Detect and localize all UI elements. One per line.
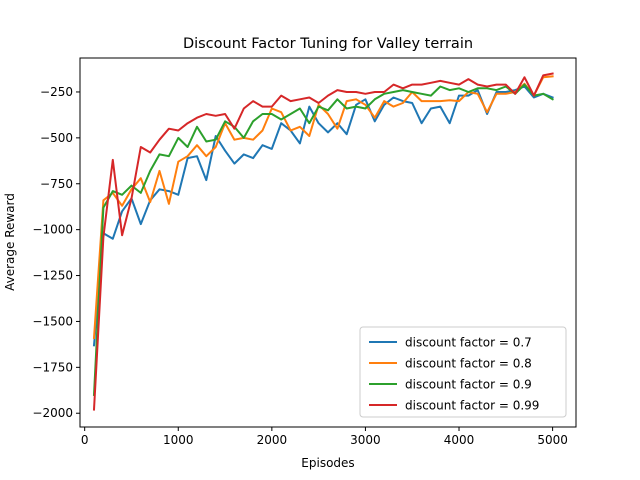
series-line-2	[92, 83, 554, 396]
x-tick-label: 5000	[537, 433, 568, 447]
y-tick-label: −1000	[32, 223, 73, 237]
chart-title: Discount Factor Tuning for Valley terrai…	[183, 36, 473, 52]
y-tick-label: −1500	[32, 314, 73, 328]
x-tick-label: 0	[81, 433, 89, 447]
y-tick-label: −500	[40, 131, 73, 145]
y-tick-label: −2000	[32, 406, 73, 420]
axes-frame	[79, 57, 577, 428]
legend-label-2: discount factor = 0.9	[405, 378, 532, 392]
legend-label-1: discount factor = 0.8	[405, 357, 532, 371]
y-tick-label: −250	[40, 85, 73, 99]
series-line-3	[92, 72, 554, 411]
y-axis-label: Average Reward	[3, 193, 17, 291]
x-tick-label: 3000	[350, 433, 381, 447]
x-axis-label: Episodes	[301, 456, 354, 470]
x-tick-label: 4000	[444, 433, 475, 447]
legend-label-3: discount factor = 0.99	[405, 399, 539, 413]
series-line-0	[92, 85, 554, 347]
y-tick-label: −1750	[32, 360, 73, 374]
legend-box	[359, 326, 567, 418]
x-tick-label: 2000	[257, 433, 288, 447]
y-tick-label: −1250	[32, 269, 73, 283]
plot-area: 0 1000 2000 3000 4000 5000 −2000 −1750 −1500 −125…	[32, 57, 577, 447]
x-tick-label: 1000	[163, 433, 194, 447]
legend-label-0: discount factor = 0.7	[405, 336, 532, 350]
y-tick-label: −750	[40, 177, 73, 191]
